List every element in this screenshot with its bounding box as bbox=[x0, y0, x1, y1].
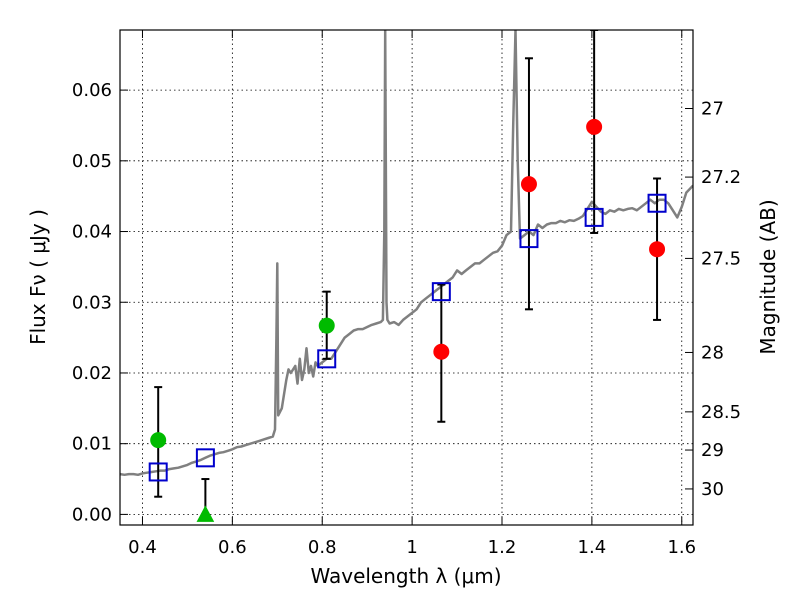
y-tick-label: 0.03 bbox=[72, 292, 112, 313]
x-tick-label: 1.2 bbox=[488, 537, 517, 558]
model-photometry-box bbox=[195, 448, 215, 468]
model-spectrum-line bbox=[120, 30, 693, 477]
x-tick-label: 0.4 bbox=[128, 537, 157, 558]
y-tick-label: 0.01 bbox=[72, 434, 112, 455]
y2-tick-label: 27.2 bbox=[701, 167, 741, 188]
x-tick-label: 1.6 bbox=[667, 537, 696, 558]
plot-frame bbox=[119, 29, 694, 526]
model-photometry-box bbox=[519, 229, 539, 249]
y2-axis-title: Magnitude (AB) bbox=[756, 199, 780, 354]
y2-tick-label: 29 bbox=[701, 440, 724, 461]
axes: 0.4 0.6 0.8 1 1.2 1.4 1.6 0.00 0.01 0.02 0.03 0.04 0… bbox=[72, 29, 741, 558]
model-photometry-box bbox=[584, 207, 604, 227]
y2-tick-label: 28 bbox=[701, 342, 724, 363]
y-axis-title: Flux Fν ( μJy ) bbox=[26, 209, 50, 345]
model-photometry-box bbox=[647, 193, 667, 213]
y-tick-label: 0.02 bbox=[72, 363, 112, 384]
observation-point bbox=[318, 317, 335, 334]
x-axis-title: Wavelength λ (μm) bbox=[310, 564, 501, 588]
x-tick-label: 0.8 bbox=[308, 537, 337, 558]
model-photometry-box bbox=[317, 349, 337, 369]
y2-tick-label: 28.5 bbox=[701, 402, 741, 423]
x-tick-label: 1.4 bbox=[578, 537, 607, 558]
observation-point bbox=[150, 432, 167, 449]
y-tick-label: 0.05 bbox=[72, 151, 112, 172]
observation-point bbox=[586, 118, 603, 135]
observation-point bbox=[433, 343, 450, 360]
y2-tick-label: 30 bbox=[701, 479, 724, 500]
grid bbox=[120, 30, 693, 525]
x-tick-label: 1 bbox=[406, 537, 417, 558]
y-tick-label: 0.00 bbox=[72, 504, 112, 525]
y-tick-label: 0.04 bbox=[72, 222, 112, 243]
model-photometry-box bbox=[431, 282, 451, 302]
y2-tick-label: 27 bbox=[701, 98, 724, 119]
plot-area bbox=[120, 30, 693, 522]
observation-point bbox=[649, 241, 666, 258]
model-photometry-box bbox=[148, 462, 168, 482]
x-tick-label: 0.6 bbox=[218, 537, 247, 558]
observation-triangle bbox=[196, 505, 215, 522]
observation-point bbox=[520, 176, 537, 193]
y2-tick-label: 27.5 bbox=[701, 248, 741, 269]
y-tick-label: 0.06 bbox=[72, 80, 112, 101]
